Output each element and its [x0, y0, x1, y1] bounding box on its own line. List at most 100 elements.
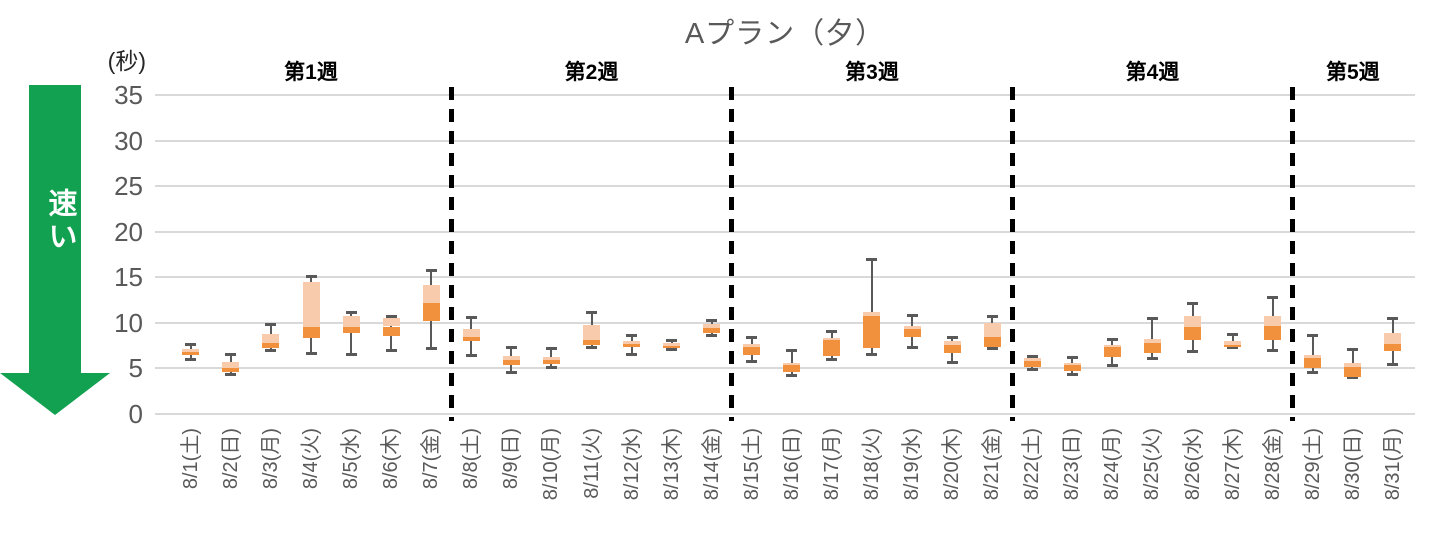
- box-upper-quartile: [1143, 339, 1161, 343]
- whisker-cap-top: [986, 315, 998, 319]
- box-upper-quartile: [1264, 315, 1282, 326]
- date-label: 8/4(火): [300, 428, 322, 490]
- week-separator: [448, 87, 454, 421]
- date-label: 8/28(金): [1261, 428, 1284, 501]
- box-whisker-line: [1191, 302, 1194, 352]
- whisker-cap-top: [1066, 356, 1078, 360]
- chart-title: Aプラン（夕）: [684, 18, 886, 50]
- whisker-cap-bottom: [666, 348, 678, 352]
- box-upper-quartile: [1304, 354, 1322, 359]
- whisker-cap-bottom: [706, 333, 718, 337]
- box-lower-quartile: [342, 327, 360, 333]
- box-upper-quartile: [783, 362, 801, 365]
- week-separator: [1009, 87, 1015, 421]
- box-upper-quartile: [1103, 344, 1121, 347]
- box-lower-quartile: [222, 367, 240, 373]
- whisker-cap-bottom: [345, 352, 357, 356]
- whisker-cap-bottom: [906, 346, 918, 350]
- whisker-cap-top: [1026, 354, 1038, 358]
- gridline: [155, 139, 1415, 142]
- y-tick-label: 30: [114, 125, 143, 156]
- whisker-cap-bottom: [786, 373, 798, 377]
- date-label: 8/31(月): [1381, 428, 1404, 501]
- box-upper-quartile: [182, 349, 200, 352]
- box-upper-quartile: [823, 338, 841, 341]
- y-tick-label: 0: [128, 399, 143, 429]
- box-lower-quartile: [783, 364, 801, 373]
- whisker-cap-top: [586, 310, 597, 314]
- date-label: 8/20(木): [941, 428, 964, 501]
- whisker-cap-bottom: [866, 352, 878, 356]
- fast-direction-arrow-icon: [0, 85, 110, 415]
- whisker-cap-bottom: [385, 349, 397, 353]
- box-upper-quartile: [943, 341, 961, 345]
- gridline: [155, 321, 1415, 324]
- whisker-cap-top: [225, 352, 237, 356]
- date-label: 8/11(火): [580, 428, 603, 499]
- whisker-cap-bottom: [465, 353, 477, 357]
- whisker-cap-top: [265, 322, 277, 326]
- box-lower-quartile: [502, 360, 520, 365]
- whisker-cap-top: [866, 258, 878, 262]
- whisker-cap-top: [385, 314, 397, 318]
- whisker-cap-bottom: [545, 365, 557, 369]
- box-upper-quartile: [1224, 341, 1242, 345]
- date-label: 8/24(月): [1101, 428, 1124, 501]
- box-upper-quartile: [1023, 358, 1041, 362]
- whisker-cap-top: [345, 310, 357, 314]
- box-lower-quartile: [382, 326, 400, 336]
- box-whisker-line: [1311, 334, 1314, 373]
- box-lower-quartile: [823, 340, 841, 356]
- box-upper-quartile: [743, 343, 761, 348]
- whisker-cap-bottom: [185, 358, 197, 362]
- box-lower-quartile: [623, 343, 641, 348]
- box-lower-quartile: [1224, 344, 1242, 347]
- gridline: [155, 230, 1415, 233]
- box-lower-quartile: [1103, 346, 1121, 357]
- whisker-cap-bottom: [626, 352, 638, 356]
- y-tick-label: 35: [114, 80, 143, 110]
- box-lower-quartile: [542, 360, 560, 364]
- date-label: 8/18(火): [860, 428, 883, 501]
- whisker-cap-top: [1227, 332, 1239, 336]
- whisker-cap-top: [706, 319, 718, 323]
- whisker-cap-top: [1146, 317, 1158, 321]
- box-lower-quartile: [943, 344, 961, 353]
- whisker-cap-bottom: [505, 370, 517, 374]
- week-label: 第1週: [284, 61, 338, 84]
- box-lower-quartile: [1023, 361, 1041, 367]
- box-lower-quartile: [1264, 325, 1282, 341]
- whisker-cap-top: [1347, 348, 1359, 352]
- whisker-cap-top: [465, 316, 477, 320]
- whisker-cap-bottom: [425, 347, 437, 351]
- whisker-cap-top: [505, 345, 517, 349]
- y-tick-label: 10: [114, 307, 143, 338]
- date-label: 8/14(金): [700, 428, 723, 501]
- week-label: 第5週: [1325, 61, 1380, 84]
- fast-label: 速い: [44, 188, 76, 254]
- date-label: 8/23(日): [1061, 428, 1084, 501]
- date-label: 8/8(土): [460, 428, 483, 490]
- date-label: 8/22(土): [1021, 428, 1044, 501]
- box-lower-quartile: [422, 302, 440, 322]
- week-separator: [729, 87, 735, 421]
- date-label: 8/29(土): [1301, 428, 1324, 501]
- y-axis-unit-label: (秒): [107, 48, 146, 74]
- y-tick-label: 25: [114, 171, 143, 202]
- gridline: [155, 413, 1415, 415]
- whisker-cap-bottom: [305, 351, 317, 355]
- whisker-cap-top: [946, 335, 958, 339]
- box-upper-quartile: [903, 325, 921, 330]
- box-upper-quartile: [703, 323, 721, 329]
- box-upper-quartile: [302, 281, 320, 328]
- box-upper-quartile: [583, 324, 600, 341]
- whisker-cap-bottom: [586, 346, 597, 350]
- gridline: [155, 94, 1415, 96]
- week-label: 第3週: [845, 61, 899, 84]
- whisker-cap-bottom: [265, 349, 277, 353]
- whisker-cap-bottom: [225, 372, 237, 376]
- date-label: 8/13(木): [660, 428, 683, 501]
- box-upper-quartile: [1384, 332, 1402, 344]
- box-lower-quartile: [983, 336, 1001, 347]
